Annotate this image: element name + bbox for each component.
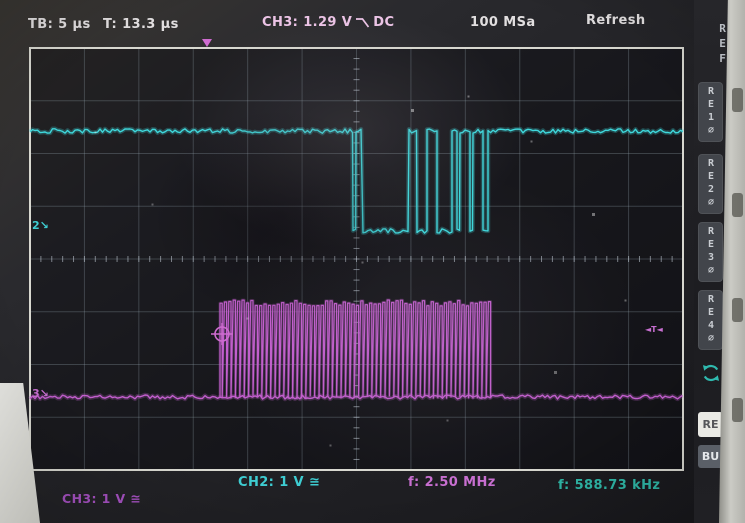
falling-edge-icon [356,18,370,28]
trigger-readout: CH3: 1.29 V DC [262,15,394,30]
re-button[interactable]: RE [698,412,723,437]
bezel-button-notch [732,398,743,422]
softkey-ref2[interactable]: RE2∅ [698,154,723,214]
ch3-frequency-readout: f: 2.50 MHz [408,475,496,490]
trigger-level-marker: ◄T◄ [645,325,663,334]
bezel-button-notch [732,193,743,217]
bezel-button-notch [732,88,743,112]
trigger-coupling-label: DC [373,15,395,30]
bezel-button-notch [732,298,743,322]
acquisition-running-indicator [694,362,728,384]
sample-rate-readout: 100 MSa [470,15,536,30]
ch2-scale-readout: CH2: 1 V ≅ [238,475,321,490]
ch2-position-marker: 2↘ [32,219,49,232]
softkey-ref1[interactable]: RE1∅ [698,82,723,142]
softkey-ref3[interactable]: RE3∅ [698,222,723,282]
dust-specks [0,0,1,1]
time-readout: T: 13.3 μs [103,17,179,32]
casing-corner [0,383,40,523]
refresh-cycle-icon [702,364,720,382]
timebase-readout: TB: 5 μs [28,17,91,32]
softkey-group-title: REF [716,22,729,67]
ch2-frequency-readout: f: 588.73 kHz [558,478,661,493]
acquisition-mode-readout: Refresh [586,13,646,28]
ch3-scale-readout: CH3: 1 V ≅ [62,491,142,506]
bu-button[interactable]: BU [698,445,723,468]
trigger-level-label: CH3: 1.29 V [262,15,353,30]
ch3-position-marker: 3↘ [32,387,49,400]
softkey-ref4[interactable]: RE4∅ [698,290,723,350]
